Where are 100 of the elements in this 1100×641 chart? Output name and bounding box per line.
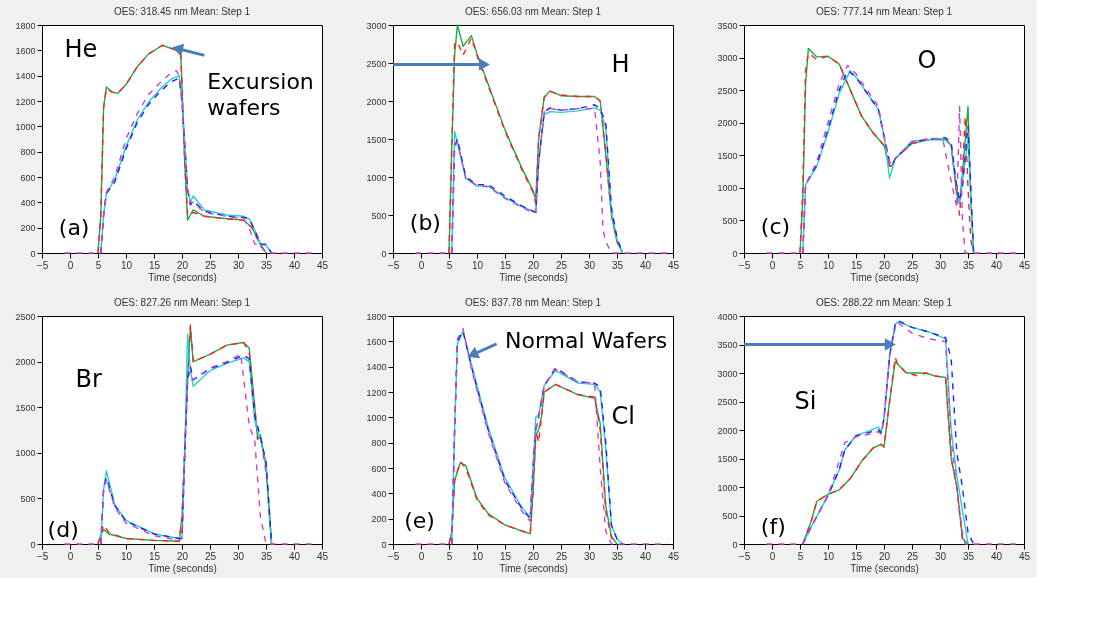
y-tick-label: 2000 [366,96,387,107]
x-tick-label: 15 [148,259,161,271]
x-tick-label: −5 [36,259,49,271]
chart-title: OES: 288.22 nm Mean: Step 1 [815,297,953,308]
x-tick-label: 5 [446,259,453,271]
annotation: (f) [760,513,786,539]
x-axis-title: Time (seconds) [499,562,568,574]
x-tick-label: 30 [583,259,596,271]
y-tick-label: 3500 [717,340,738,350]
x-tick-label: −5 [387,259,400,271]
y-tick-label: 0 [732,539,738,550]
y-tick-label: 1500 [366,134,387,145]
x-tick-label: 5 [797,550,804,562]
x-tick-label: 30 [934,550,947,562]
x-tick-label: −5 [738,550,751,562]
y-tick-label: 4000 [717,311,738,322]
x-tick-label: 35 [260,259,273,271]
x-tick-label: 15 [499,550,512,562]
x-tick-label: 30 [232,259,245,271]
annotation: Normal Wafers [505,328,668,354]
y-tick-label: 1400 [15,71,36,82]
x-tick-label: 20 [527,550,540,562]
y-tick-label: 2500 [717,397,738,407]
y-tick-label: 500 [371,210,387,221]
chart-title: OES: 837.78 nm Mean: Step 1 [464,297,602,308]
x-tick-label: 35 [611,550,624,562]
y-tick-label: 400 [371,488,387,499]
x-tick-label: 40 [288,550,301,562]
x-axis-title: Time (seconds) [499,271,568,283]
y-tick-label: 1600 [15,45,36,56]
x-tick-label: 10 [471,550,484,562]
annotation: Si [794,386,817,415]
y-tick-label: 1500 [15,402,36,413]
x-tick-label: 45 [667,550,680,562]
x-tick-label: 5 [446,550,453,562]
chart-title: OES: 318.45 nm Mean: Step 1 [113,6,251,17]
x-tick-label: 10 [120,259,133,271]
x-tick-label: 15 [850,259,863,271]
x-tick-label: 45 [667,259,680,271]
x-tick-label: 40 [990,550,1003,562]
y-tick-label: 500 [722,215,738,226]
x-tick-label: 25 [555,550,568,562]
chart-title: OES: 777.14 nm Mean: Step 1 [815,6,953,17]
y-tick-label: 1000 [717,183,738,194]
chart-title: OES: 656.03 nm Mean: Step 1 [464,6,602,17]
y-tick-label: 2000 [15,357,36,368]
x-axis-title: Time (seconds) [850,562,919,574]
x-tick-label: 0 [418,550,425,562]
x-tick-label: 15 [499,259,512,271]
x-tick-label: 15 [148,550,161,562]
y-tick-label: 200 [20,223,36,234]
x-tick-label: 0 [769,550,776,562]
annotation: (a) [58,214,90,240]
y-tick-label: 0 [732,248,738,259]
x-tick-label: −5 [387,550,400,562]
y-tick-label: 3000 [717,368,738,379]
y-tick-label: 1500 [717,454,738,464]
x-tick-label: 30 [583,550,596,562]
x-tick-label: 10 [471,259,484,271]
x-tick-label: −5 [36,550,49,562]
y-tick-label: 2500 [366,58,387,69]
y-tick-label: 3500 [717,20,738,31]
y-tick-label: 1000 [366,172,387,183]
y-tick-label: 1000 [366,412,387,423]
annotation: He [64,35,98,64]
x-tick-label: 25 [555,259,568,271]
annotation: Cl [611,402,635,431]
x-tick-label: 20 [527,259,540,271]
y-tick-label: 1800 [366,311,387,322]
annotation: (c) [760,213,791,239]
x-tick-label: 0 [67,259,74,271]
x-tick-label: −5 [738,259,751,271]
x-tick-label: 45 [316,259,329,271]
x-tick-label: 40 [639,550,652,562]
chart-title: OES: 827.26 nm Mean: Step 1 [113,297,251,308]
y-tick-label: 1200 [366,387,387,398]
x-tick-label: 30 [232,550,245,562]
y-tick-label: 0 [381,248,387,259]
x-tick-label: 35 [962,259,975,271]
annotation: (e) [404,508,435,534]
x-tick-label: 40 [288,259,301,271]
x-tick-label: 20 [878,259,891,271]
x-tick-label: 35 [962,550,975,562]
x-tick-label: 20 [878,550,891,562]
annotation: Excursion wafers [207,69,314,120]
y-tick-label: 0 [381,539,387,550]
x-axis-title: Time (seconds) [850,271,919,283]
y-tick-label: 3000 [717,53,738,64]
y-tick-label: 0 [30,248,36,259]
x-tick-label: 45 [1018,550,1031,562]
x-tick-label: 45 [1018,259,1031,271]
y-tick-label: 3000 [366,20,387,31]
annotation: Br [75,364,103,393]
x-tick-label: 5 [95,259,102,271]
x-tick-label: 25 [204,259,217,271]
y-tick-label: 2000 [717,118,738,129]
annotation: H [611,49,630,78]
y-tick-label: 1000 [15,448,36,459]
x-tick-label: 0 [418,259,425,271]
y-tick-label: 500 [20,493,36,504]
